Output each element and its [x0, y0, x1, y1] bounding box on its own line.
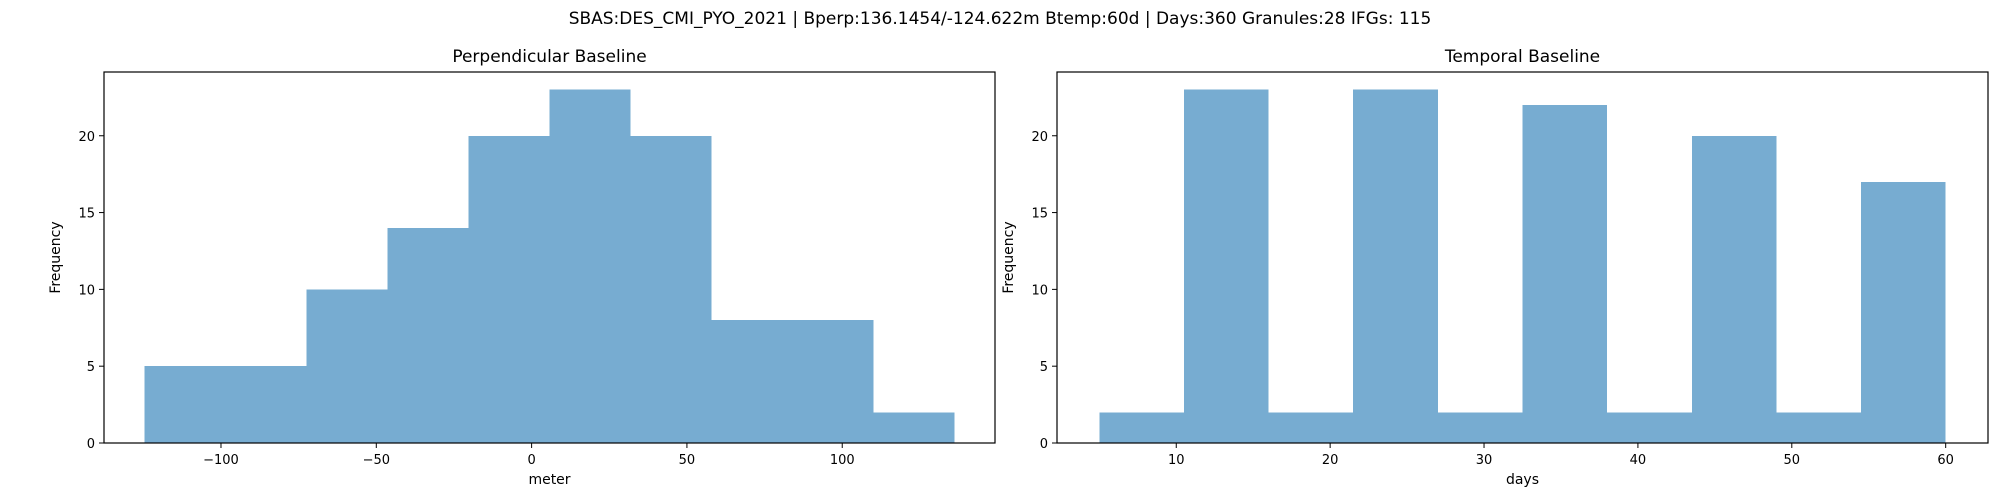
- histogram-bar: [1437, 412, 1523, 443]
- histogram-bar: [306, 289, 388, 443]
- histogram-bar: [387, 227, 469, 443]
- histogram-bar: [549, 89, 631, 444]
- y-tick-label: 15: [1031, 207, 1048, 222]
- y-axis-label: Frequency: [48, 221, 64, 293]
- y-tick-label: 5: [1040, 360, 1048, 375]
- x-tick-label: 60: [1937, 453, 1954, 468]
- x-tick-label: 30: [1476, 453, 1493, 468]
- y-tick-label: 20: [1031, 130, 1048, 145]
- axes-title: Temporal Baseline: [1444, 47, 1600, 67]
- x-tick-label: 100: [830, 453, 855, 468]
- x-tick-label: 40: [1630, 453, 1647, 468]
- histogram-bar: [1776, 412, 1862, 443]
- axes-frame: [1056, 71, 1989, 444]
- histogram-bar: [630, 135, 712, 444]
- x-tick-label: 10: [1168, 453, 1185, 468]
- histogram-bar: [1099, 412, 1184, 443]
- histogram-bar: [1183, 89, 1269, 444]
- y-axis-label: Frequency: [1001, 221, 1017, 293]
- axes-title: Perpendicular Baseline: [452, 47, 646, 67]
- histogram-bar: [1268, 412, 1354, 443]
- temporal-baseline-histogram: 10 20 30 40 50 60 0 5 10 15 20 Temporal Baseline day…: [1001, 47, 1989, 488]
- perpendicular-baseline-histogram: −100 −50 0 50 100 0 5 10 15 20 Perpendicular Basel…: [48, 47, 996, 488]
- x-tick-label: 50: [1784, 453, 1801, 468]
- histogram-bar: [468, 135, 550, 444]
- axes-frame: [103, 71, 996, 444]
- x-tick-label: 50: [679, 453, 696, 468]
- y-tick-label: 15: [78, 207, 95, 222]
- x-tick-label: −50: [363, 453, 390, 468]
- figure-title: SBAS:DES_CMI_PYO_2021 | Bperp:136.1454/-…: [569, 9, 1432, 29]
- histogram-bar: [1522, 105, 1608, 443]
- x-axis-label: days: [1506, 472, 1539, 488]
- x-axis-label: meter: [528, 472, 570, 488]
- x-tick-label: −100: [203, 453, 239, 468]
- histogram-bar: [711, 320, 793, 443]
- histogram-bar: [144, 366, 226, 443]
- x-tick-label: 0: [527, 453, 535, 468]
- y-tick-label: 5: [87, 360, 95, 375]
- histogram-bar: [225, 366, 307, 443]
- histogram-bar: [1691, 135, 1777, 444]
- histogram-bar: [873, 412, 955, 443]
- histogram-bar: [1607, 412, 1692, 443]
- histogram-bar: [1353, 89, 1438, 444]
- histogram-bar: [1861, 181, 1946, 443]
- x-tick-label: 20: [1322, 453, 1339, 468]
- y-tick-label: 0: [1040, 437, 1048, 452]
- y-tick-label: 0: [87, 437, 95, 452]
- y-tick-label: 10: [78, 283, 95, 298]
- histogram-bar: [792, 320, 874, 443]
- y-tick-label: 20: [78, 130, 95, 145]
- y-tick-label: 10: [1031, 283, 1048, 298]
